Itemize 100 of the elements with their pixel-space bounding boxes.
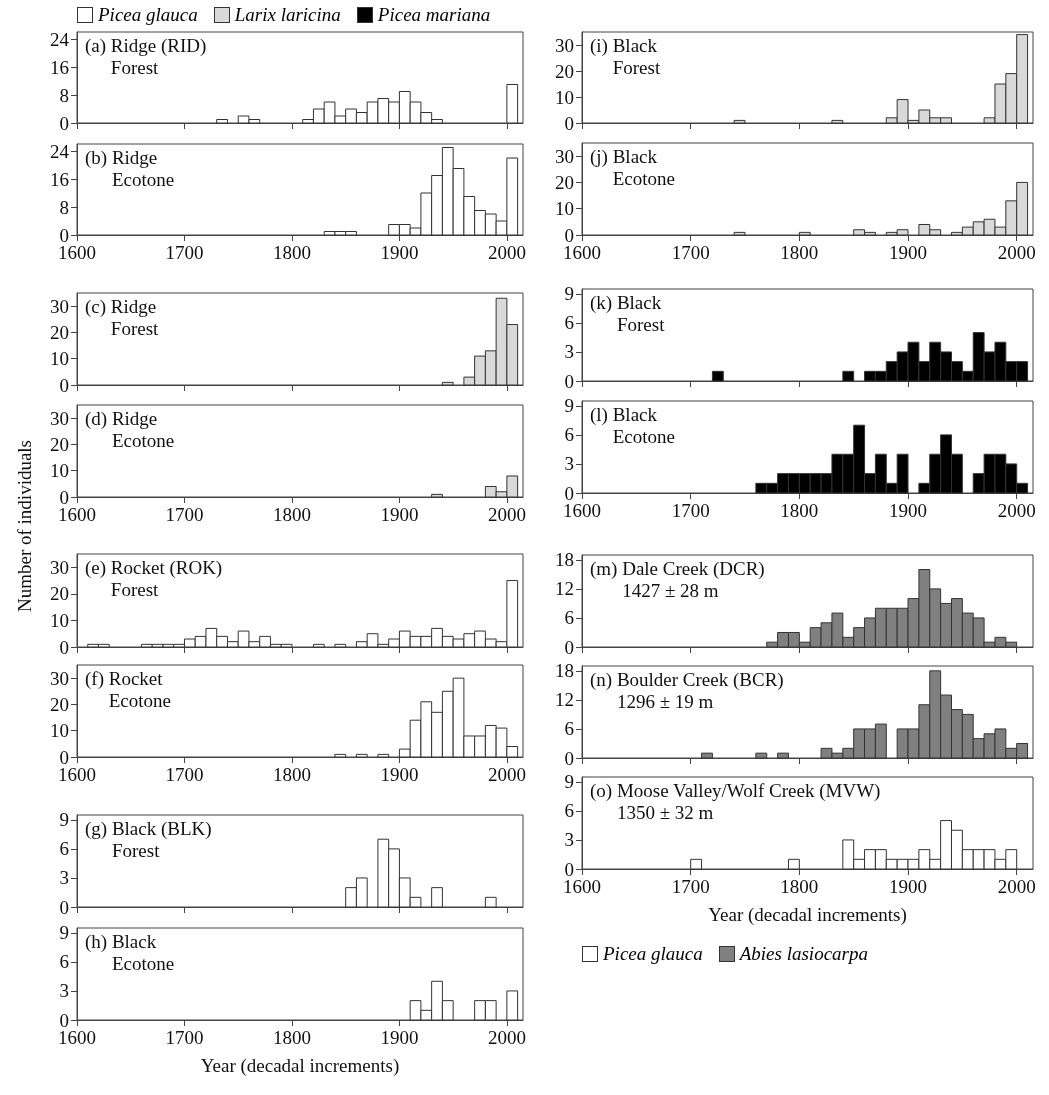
y-tick-label: 10 bbox=[50, 720, 69, 742]
text: Larix laricina bbox=[234, 4, 341, 26]
x-tick-label: 1900 bbox=[889, 242, 928, 263]
text: Forest bbox=[616, 314, 666, 335]
x-tick-label: 2000 bbox=[487, 764, 526, 785]
x-tick-label: 2000 bbox=[487, 1027, 526, 1048]
x-tick-label: 1800 bbox=[272, 1027, 311, 1048]
y-tick-label: 10 bbox=[50, 460, 69, 482]
chart-title: (g) Black (BLK) bbox=[85, 818, 212, 840]
x-tick-label: 1700 bbox=[671, 242, 710, 263]
legend-label: Picea glauca bbox=[98, 4, 198, 26]
y-tick-label: 30 bbox=[50, 295, 69, 317]
x-tick-label: 2000 bbox=[487, 504, 526, 525]
x-tick-label: 2000 bbox=[997, 242, 1036, 263]
text: Ecotone bbox=[111, 430, 175, 451]
x-tick-label: 1700 bbox=[165, 242, 204, 263]
y-tick-label: 24 bbox=[50, 28, 70, 50]
text: 1296 ± 19 m bbox=[616, 691, 714, 712]
y-tick-label: 30 bbox=[50, 407, 69, 429]
y-tick-label: 10 bbox=[555, 198, 574, 220]
y-tick-label: 6 bbox=[59, 951, 69, 973]
y-tick-label: 6 bbox=[564, 718, 574, 740]
y-tick-label: 18 bbox=[555, 549, 574, 571]
chart-title: (e) Rocket (ROK) bbox=[85, 557, 223, 579]
y-tick-label: 3 bbox=[564, 341, 574, 363]
y-tick-label: 0 bbox=[59, 112, 69, 134]
x-tick-label: 1900 bbox=[380, 504, 419, 525]
text: Ecotone bbox=[111, 169, 175, 190]
y-tick-label: 30 bbox=[50, 556, 69, 578]
y-tick-label: 6 bbox=[564, 424, 574, 446]
chart-title: (f) Rocket bbox=[85, 668, 164, 690]
y-tick-label: 6 bbox=[564, 607, 574, 629]
x-tick-label: 1900 bbox=[380, 764, 419, 785]
x-tick-label: 1800 bbox=[780, 500, 819, 521]
y-tick-label: 3 bbox=[59, 980, 69, 1002]
y-tick-label: 9 bbox=[59, 922, 69, 944]
text: Ecotone bbox=[612, 426, 675, 447]
y-tick-label: 12 bbox=[555, 578, 574, 600]
y-tick-label: 20 bbox=[50, 583, 69, 605]
y-tick-label: 0 bbox=[564, 636, 574, 658]
y-tick-label: 0 bbox=[59, 896, 69, 918]
x-tick-label: 1800 bbox=[780, 876, 819, 897]
x-tick-label: 1900 bbox=[889, 500, 928, 521]
x-tick-label: 1800 bbox=[272, 764, 311, 785]
y-tick-label: 0 bbox=[564, 370, 574, 392]
x-tick-label: 1800 bbox=[272, 504, 311, 525]
x-tick-label: 1800 bbox=[272, 242, 311, 263]
y-tick-label: 12 bbox=[555, 689, 574, 711]
chart-title: (l) Black bbox=[590, 404, 658, 426]
y-tick-label: 30 bbox=[50, 667, 69, 689]
y-tick-label: 8 bbox=[59, 84, 69, 106]
y-tick-label: 0 bbox=[59, 636, 69, 658]
x-tick-label: 1700 bbox=[165, 504, 204, 525]
text: Picea glauca bbox=[603, 943, 703, 965]
y-tick-label: 3 bbox=[564, 453, 574, 475]
x-tick-label: 2000 bbox=[997, 876, 1036, 897]
text: Ecotone bbox=[108, 690, 171, 711]
x-tick-label: 1800 bbox=[780, 242, 819, 263]
text: Forest bbox=[612, 57, 661, 78]
y-tick-label: 20 bbox=[50, 693, 69, 715]
x-tick-label: 2000 bbox=[997, 500, 1036, 521]
y-tick-label: 0 bbox=[564, 112, 574, 134]
legend-label: Abies lasiocarpa bbox=[739, 943, 868, 965]
chart-title: (i) Black bbox=[590, 35, 658, 57]
y-tick-label: 16 bbox=[50, 56, 69, 78]
y-tick-label: 6 bbox=[564, 800, 574, 822]
text: Forest bbox=[110, 57, 160, 78]
y-tick-label: 3 bbox=[59, 867, 69, 889]
chart-title: (n) Boulder Creek (BCR) bbox=[590, 669, 784, 691]
y-tick-label: 6 bbox=[59, 838, 69, 860]
y-tick-label: 20 bbox=[50, 433, 69, 455]
x-axis-title: Year (decadal increments) bbox=[708, 904, 907, 926]
y-tick-label: 20 bbox=[555, 171, 574, 193]
y-tick-label: 20 bbox=[50, 321, 69, 343]
y-tick-label: 30 bbox=[555, 34, 574, 56]
y-tick-label: 6 bbox=[564, 312, 574, 334]
x-tick-label: 2000 bbox=[487, 242, 526, 263]
x-tick-label: 1900 bbox=[889, 876, 928, 897]
chart-title: (k) Black bbox=[590, 292, 662, 314]
chart-title: (h) Black bbox=[85, 931, 157, 953]
x-tick-label: 1700 bbox=[671, 876, 710, 897]
y-axis-title: Number of individuals bbox=[13, 439, 36, 614]
x-tick-label: 1900 bbox=[380, 242, 419, 263]
x-tick-label: 1700 bbox=[165, 764, 204, 785]
x-tick-label: 1900 bbox=[380, 1027, 419, 1048]
text: Forest bbox=[110, 579, 160, 600]
chart-title: (d) Ridge bbox=[85, 408, 158, 430]
x-axis-title: Year (decadal increments) bbox=[200, 1055, 400, 1077]
y-tick-label: 30 bbox=[555, 145, 574, 167]
chart-title: (c) Ridge bbox=[85, 296, 157, 318]
text: Ecotone bbox=[612, 168, 675, 189]
y-tick-label: 9 bbox=[59, 809, 69, 831]
x-tick-label: 1700 bbox=[165, 1027, 204, 1048]
chart-title: (o) Moose Valley/Wolf Creek (MVW) bbox=[590, 780, 881, 802]
y-tick-label: 16 bbox=[50, 168, 69, 190]
y-tick-label: 3 bbox=[564, 829, 574, 851]
chart-title: (a) Ridge (RID) bbox=[85, 35, 207, 57]
y-tick-label: 0 bbox=[59, 374, 69, 396]
x-tick-label: 1700 bbox=[671, 500, 710, 521]
y-tick-label: 10 bbox=[555, 86, 574, 108]
